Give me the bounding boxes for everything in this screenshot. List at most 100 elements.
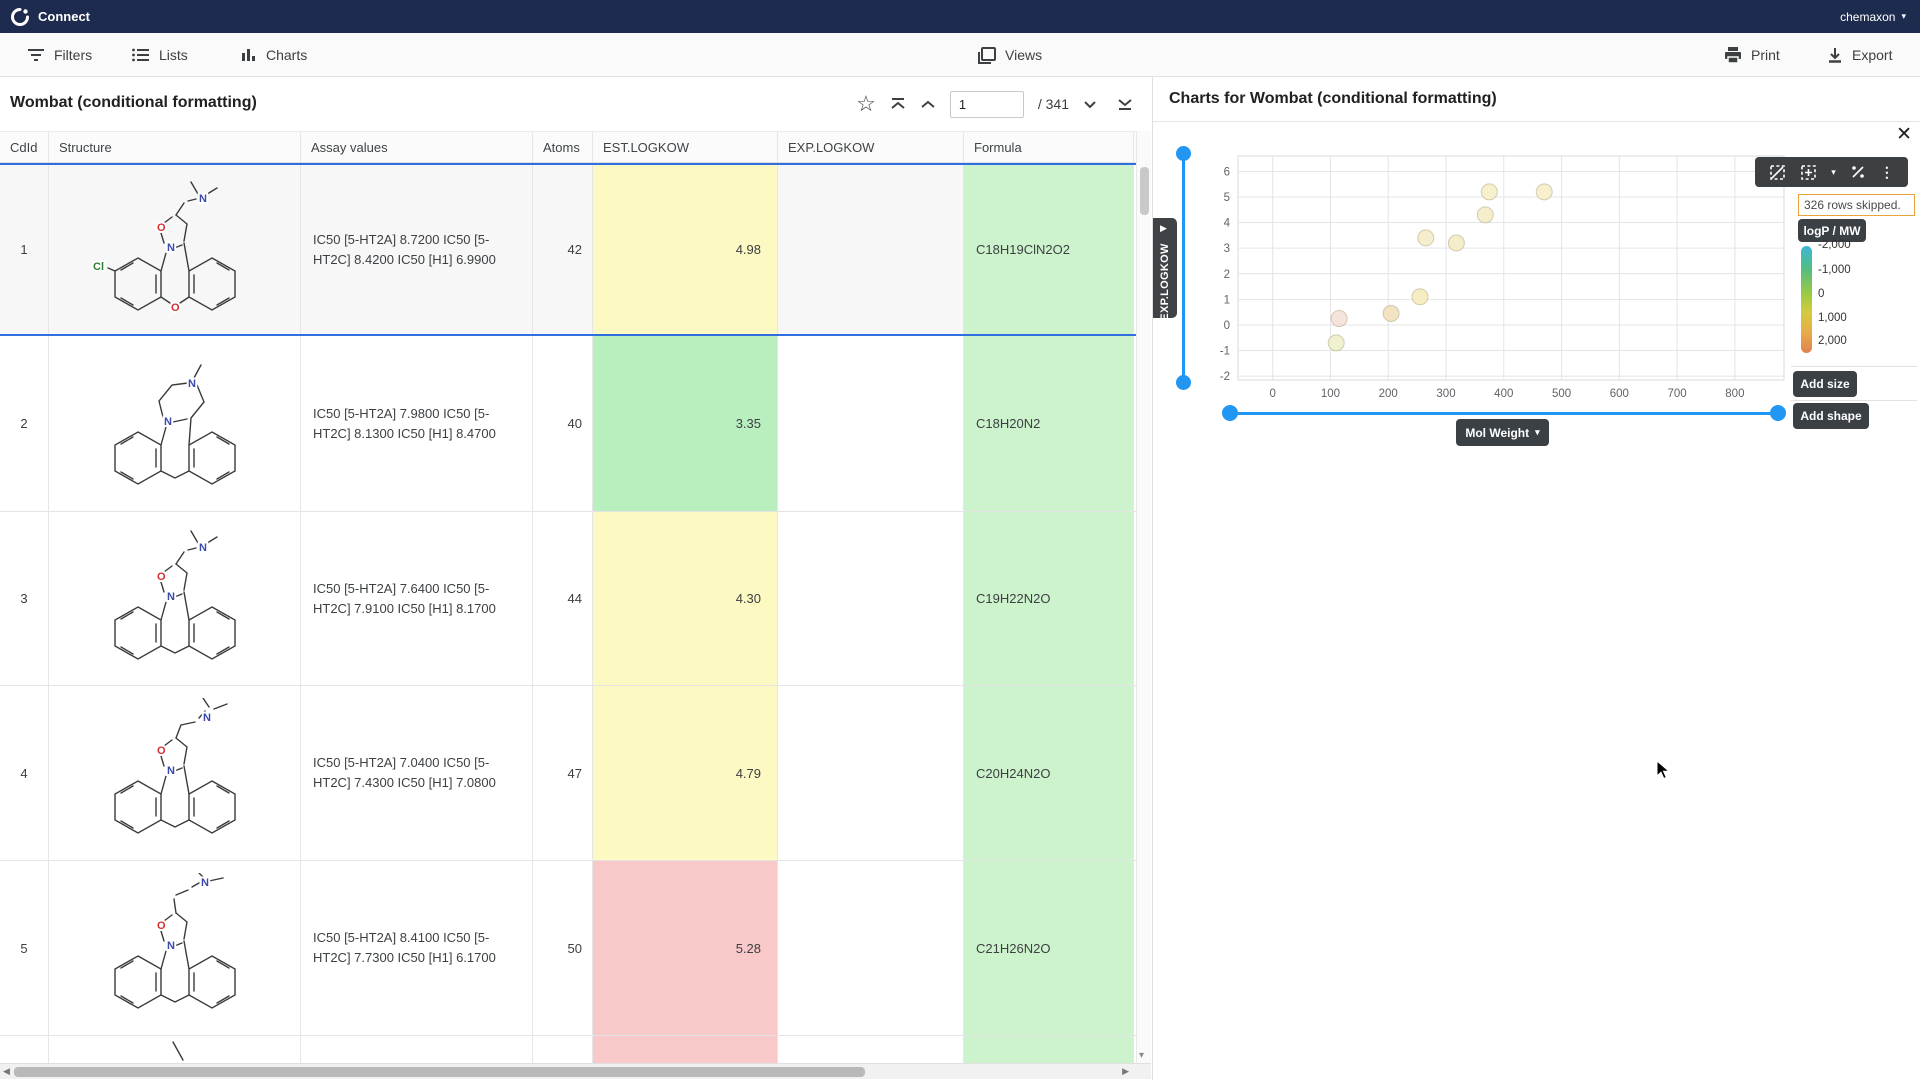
first-page-icon[interactable] <box>890 97 906 111</box>
y-range-slider-handle-top[interactable] <box>1176 146 1191 161</box>
y-range-slider-handle-bottom[interactable] <box>1176 375 1191 390</box>
print-icon <box>1725 47 1741 63</box>
table-row[interactable] <box>0 1036 1136 1063</box>
cell-structure: N O O N Cl <box>49 165 301 334</box>
column-header-structure[interactable]: Structure <box>49 132 301 162</box>
table-horizontal-scrollbar[interactable]: ◀ ▶ <box>0 1063 1151 1079</box>
structure-image <box>171 1041 184 1061</box>
chevron-down-icon: ▾ <box>1901 11 1906 21</box>
column-header-atoms[interactable]: Atoms <box>533 132 593 162</box>
x-axis-selector-label: Mol Weight <box>1465 425 1530 440</box>
column-header-exp-logkow[interactable]: EXP.LOGKOW <box>778 132 964 162</box>
svg-text:N: N <box>167 765 175 777</box>
add-selection-icon[interactable] <box>1800 164 1817 181</box>
filters-button[interactable]: Filters <box>27 33 92 77</box>
table-vertical-scrollbar[interactable]: ▾ <box>1136 131 1151 1063</box>
chevron-down-icon: ▾ <box>1535 427 1540 437</box>
cell-cdid: 5 <box>0 861 49 1035</box>
selection-mode-caret-icon[interactable]: ▾ <box>1831 166 1836 177</box>
y-tick-label: 3 <box>1224 243 1230 255</box>
vertical-scroll-thumb[interactable] <box>1140 167 1149 215</box>
last-page-icon[interactable] <box>1117 97 1133 111</box>
x-tick-label: 400 <box>1494 388 1513 400</box>
svg-text:N: N <box>167 940 175 952</box>
table-row[interactable]: 1 N O O N Cl IC50 [5-HT2A] 8.7200 IC50 [… <box>0 163 1136 336</box>
scatter-point[interactable] <box>1417 229 1435 247</box>
scatter-point[interactable] <box>1382 304 1400 322</box>
cell-structure: N N <box>49 336 301 511</box>
column-header-cdid[interactable]: CdId <box>0 132 49 162</box>
column-header-assay-values[interactable]: Assay values <box>301 132 533 162</box>
scatter-point[interactable] <box>1535 183 1553 201</box>
add-shape-button[interactable]: Add shape <box>1793 403 1869 429</box>
charts-button[interactable]: Charts <box>241 33 307 77</box>
scatter-point[interactable] <box>1476 206 1494 224</box>
cell-structure <box>49 1036 301 1063</box>
cell-exp-logkow <box>778 1036 964 1063</box>
collapsed-tab-label: EXP.LOGKOW <box>1159 243 1171 321</box>
scroll-left-arrow-icon[interactable]: ◀ <box>3 1066 10 1076</box>
charts-panel-title: Charts for Wombat (conditional formattin… <box>1169 90 1497 107</box>
x-tick-label: 700 <box>1668 388 1687 400</box>
table-row[interactable]: 2 N N IC50 [5-HT2A] 7.9800 IC50 [5-HT2C]… <box>0 336 1136 512</box>
x-range-slider-track[interactable] <box>1230 412 1778 415</box>
lists-button[interactable]: Lists <box>132 33 188 77</box>
column-header-est-logkow[interactable]: EST.LOGKOW <box>593 132 778 162</box>
scatter-point[interactable] <box>1327 334 1345 352</box>
x-tick-label: 300 <box>1436 388 1455 400</box>
x-range-slider-handle-left[interactable] <box>1222 405 1238 421</box>
svg-text:N: N <box>201 877 209 889</box>
table-row[interactable]: 4 N N O IC50 [5-HT2A] 7.0400 IC50 [5-HT2… <box>0 686 1136 861</box>
cell-structure: N N O <box>49 686 301 860</box>
favorite-star-icon[interactable]: ☆ <box>856 91 876 116</box>
cell-formula: C18H20N2 <box>964 336 1134 511</box>
deselect-icon[interactable] <box>1769 164 1786 181</box>
x-range-slider-handle-right[interactable] <box>1770 405 1786 421</box>
scroll-right-arrow-icon[interactable]: ▶ <box>1122 1066 1129 1076</box>
cell-cdid: 1 <box>0 165 49 334</box>
scroll-down-arrow-icon[interactable]: ▾ <box>1139 1050 1145 1061</box>
svg-text:O: O <box>157 920 166 932</box>
print-button[interactable]: Print <box>1724 33 1780 77</box>
table-row[interactable]: 5 N N O IC50 [5-HT2A] 8.4100 IC50 [5-HT2… <box>0 861 1136 1036</box>
svg-text:Cl: Cl <box>93 261 104 273</box>
scatter-point[interactable] <box>1411 288 1429 306</box>
exclude-points-icon[interactable] <box>1850 164 1866 180</box>
horizontal-scroll-thumb[interactable] <box>14 1067 865 1077</box>
scatter-point[interactable] <box>1480 183 1498 201</box>
chart-legend-badge[interactable]: logP / MW <box>1798 219 1866 242</box>
scatter-point[interactable] <box>1447 234 1465 252</box>
cell-formula <box>964 1036 1134 1063</box>
cell-formula: C21H26N2O <box>964 861 1134 1035</box>
svg-text:N: N <box>167 591 175 603</box>
scatter-point[interactable] <box>1330 310 1348 328</box>
close-panel-icon[interactable]: ✕ <box>1896 124 1912 145</box>
print-label: Print <box>1751 47 1780 63</box>
grid-title: Wombat (conditional formatting) <box>10 94 257 111</box>
download-icon <box>1829 48 1841 63</box>
plot-area[interactable] <box>1237 155 1785 381</box>
page-number-input[interactable] <box>949 90 1024 118</box>
color-scale-bar <box>1801 246 1812 353</box>
x-axis-selector-button[interactable]: Mol Weight ▾ <box>1456 419 1549 446</box>
x-tick-label: 100 <box>1321 388 1340 400</box>
table-row[interactable]: 3 N O N IC50 [5-HT2A] 7.6400 IC50 [5-HT2… <box>0 512 1136 686</box>
collapsed-axis-tab-explogkow[interactable]: ▶ EXP.LOGKOW <box>1153 218 1177 321</box>
structure-image: N N O <box>113 873 236 1009</box>
svg-text:O: O <box>157 571 166 583</box>
cell-assay-values: IC50 [5-HT2A] 8.4100 IC50 [5-HT2C] 7.730… <box>301 861 533 1035</box>
column-header-formula[interactable]: Formula <box>964 132 1134 162</box>
views-button[interactable]: Views <box>978 33 1042 77</box>
page-size-caret-icon[interactable] <box>1083 100 1097 109</box>
table-body: 1 N O O N Cl IC50 [5-HT2A] 8.7200 IC50 [… <box>0 163 1136 1063</box>
cell-cdid: 3 <box>0 512 49 685</box>
charts-panel: Charts for Wombat (conditional formattin… <box>1152 77 1920 1080</box>
export-button[interactable]: Export <box>1827 33 1892 77</box>
y-range-slider-track[interactable] <box>1182 153 1185 382</box>
account-menu[interactable]: chemaxon ▾ <box>1840 0 1906 33</box>
more-options-kebab-icon[interactable]: ⋮ <box>1879 163 1894 180</box>
cell-atoms: 47 <box>533 686 593 860</box>
scatter-plot[interactable]: 0 100 200 300 400 500 600 700 800 6 5 4 3 2 1 0 -1 -2 <box>1201 150 1801 400</box>
add-size-button[interactable]: Add size <box>1793 371 1857 397</box>
previous-page-icon[interactable] <box>920 99 936 109</box>
